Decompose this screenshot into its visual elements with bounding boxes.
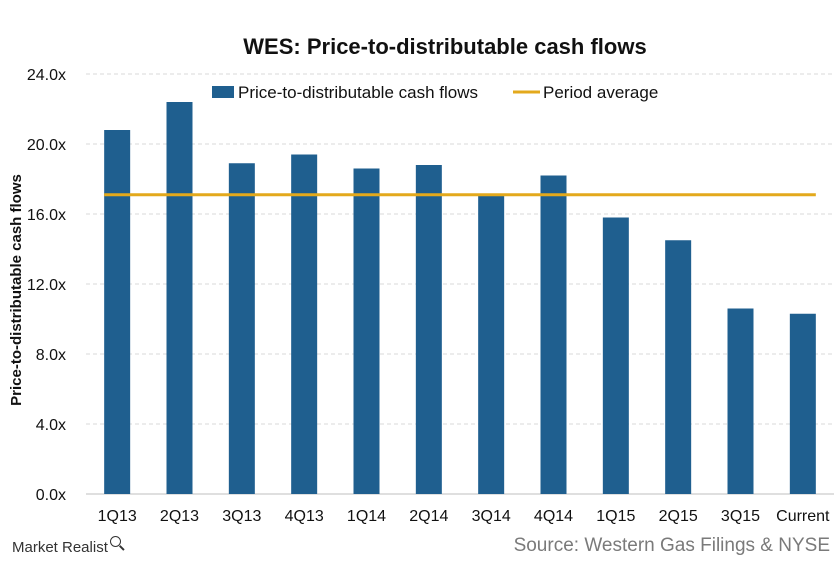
y-axis-label: Price-to-distributable cash flows <box>8 174 25 406</box>
x-tick-label: Current <box>776 508 830 525</box>
y-tick-label: 8.0x <box>36 347 66 364</box>
x-tick-label: 1Q15 <box>596 508 635 525</box>
x-tick-label: 4Q14 <box>534 508 573 525</box>
bar-2q14 <box>415 165 442 494</box>
x-tick-label: 3Q13 <box>222 508 261 525</box>
magnifier-icon <box>109 536 121 547</box>
gridlines <box>86 73 834 495</box>
bar-2q15 <box>665 240 692 494</box>
y-tick-label: 12.0x <box>27 277 66 294</box>
y-tick-label: 4.0x <box>36 417 66 434</box>
legend-line-label: Period average <box>543 83 658 102</box>
x-tick-label: 1Q13 <box>98 508 137 525</box>
y-axis-ticks: 0.0x 4.0x 8.0x 12.0x 16.0x 20.0x 24.0x <box>27 67 66 504</box>
x-tick-label: 2Q13 <box>160 508 199 525</box>
bar-3q14 <box>478 194 505 494</box>
bar-1q15 <box>602 217 629 494</box>
y-tick-label: 20.0x <box>27 137 66 154</box>
brand-logo: Market Realist <box>12 536 121 556</box>
legend-bar-swatch <box>212 86 234 98</box>
legend: Price-to-distributable cash flows Period… <box>212 83 658 102</box>
bar-2q13 <box>166 102 193 494</box>
y-tick-label: 16.0x <box>27 207 66 224</box>
x-tick-label: 1Q14 <box>347 508 386 525</box>
bar-1q14 <box>353 168 380 494</box>
bar-4q14 <box>540 175 567 494</box>
bar-1q13 <box>104 130 131 494</box>
source-note: Source: Western Gas Filings & NYSE <box>513 535 830 556</box>
y-tick-label: 0.0x <box>36 487 66 504</box>
chart-title: WES: Price-to-distributable cash flows <box>243 34 646 59</box>
bar-3q15 <box>727 308 754 494</box>
x-tick-label: 3Q14 <box>472 508 511 525</box>
brand-name: Market Realist <box>12 539 108 556</box>
bar-3q13 <box>228 163 255 494</box>
x-tick-label: 3Q15 <box>721 508 760 525</box>
x-axis-ticks: 1Q13 2Q13 3Q13 4Q13 1Q14 2Q14 3Q14 4Q14 1Q15 2Q15… <box>98 508 830 525</box>
y-tick-label: 24.0x <box>27 67 66 84</box>
bar-current <box>789 313 816 494</box>
x-tick-label: 2Q14 <box>409 508 448 525</box>
bar-4q13 <box>291 154 318 494</box>
legend-bar-label: Price-to-distributable cash flows <box>238 83 478 102</box>
x-tick-label: 4Q13 <box>285 508 324 525</box>
x-tick-label: 2Q15 <box>659 508 698 525</box>
bar-series <box>104 102 816 494</box>
